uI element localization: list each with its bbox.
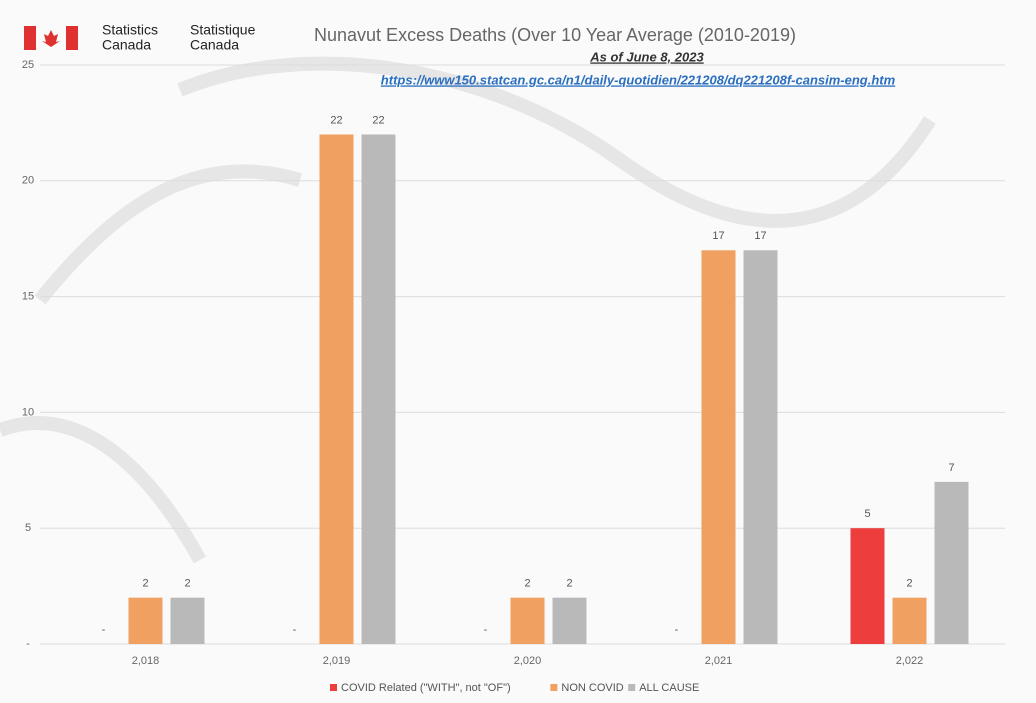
bar <box>510 597 545 644</box>
value-label: 7 <box>948 462 954 474</box>
x-tick-label: 2,019 <box>323 655 351 667</box>
bar <box>850 528 885 644</box>
value-label: - <box>293 624 297 636</box>
value-label: - <box>675 624 679 636</box>
value-label: 5 <box>864 508 870 520</box>
bar <box>552 597 587 644</box>
y-tick-label: 10 <box>22 406 34 418</box>
flag-bar <box>66 26 78 50</box>
y-tick-label: 25 <box>22 59 34 71</box>
background-sketch <box>0 56 936 564</box>
legend-label: COVID Related ("WITH", not "OF") <box>341 682 511 694</box>
value-label: 22 <box>372 114 384 126</box>
agency-name: Statistics <box>102 22 158 38</box>
y-tick-label: - <box>26 638 30 650</box>
value-label: - <box>102 624 106 636</box>
agency-name: Canada <box>190 37 239 53</box>
legend-label: NON COVID <box>561 682 623 694</box>
value-label: 22 <box>330 114 342 126</box>
x-tick-label: 2,022 <box>896 655 924 667</box>
legend-swatch <box>628 684 636 691</box>
bar <box>934 481 969 644</box>
bar <box>170 597 205 644</box>
value-label: 17 <box>754 230 766 242</box>
source-link[interactable]: https://www150.statcan.gc.ca/n1/daily-qu… <box>381 72 896 87</box>
x-tick-label: 2,018 <box>132 655 160 667</box>
value-label: 2 <box>906 578 912 590</box>
value-label: 2 <box>524 578 530 590</box>
agency-name: Statistique <box>190 22 256 38</box>
bar <box>319 134 354 645</box>
value-label: 2 <box>566 578 572 590</box>
bar <box>361 134 396 645</box>
x-tick-label: 2,020 <box>514 655 542 667</box>
agency-name: Canada <box>102 37 151 53</box>
legend-label: ALL CAUSE <box>639 682 699 694</box>
chart-title: Nunavut Excess Deaths (Over 10 Year Aver… <box>314 25 796 45</box>
bar <box>743 250 778 644</box>
y-tick-label: 5 <box>25 522 31 534</box>
bar <box>128 597 163 644</box>
legend-swatch <box>330 684 337 691</box>
bar <box>701 250 736 644</box>
logo <box>24 26 78 50</box>
flag-leaf <box>42 30 60 47</box>
y-tick-label: 15 <box>22 291 34 303</box>
value-label: 17 <box>712 230 724 242</box>
chart-subtitle: As of June 8, 2023 <box>589 49 704 64</box>
value-label: 2 <box>184 578 190 590</box>
bar <box>892 597 927 644</box>
value-label: 2 <box>142 578 148 590</box>
flag-bar <box>24 26 36 50</box>
y-tick-label: 20 <box>22 175 34 187</box>
value-label: - <box>484 624 488 636</box>
legend-swatch <box>550 684 558 691</box>
x-tick-label: 2,021 <box>705 655 733 667</box>
